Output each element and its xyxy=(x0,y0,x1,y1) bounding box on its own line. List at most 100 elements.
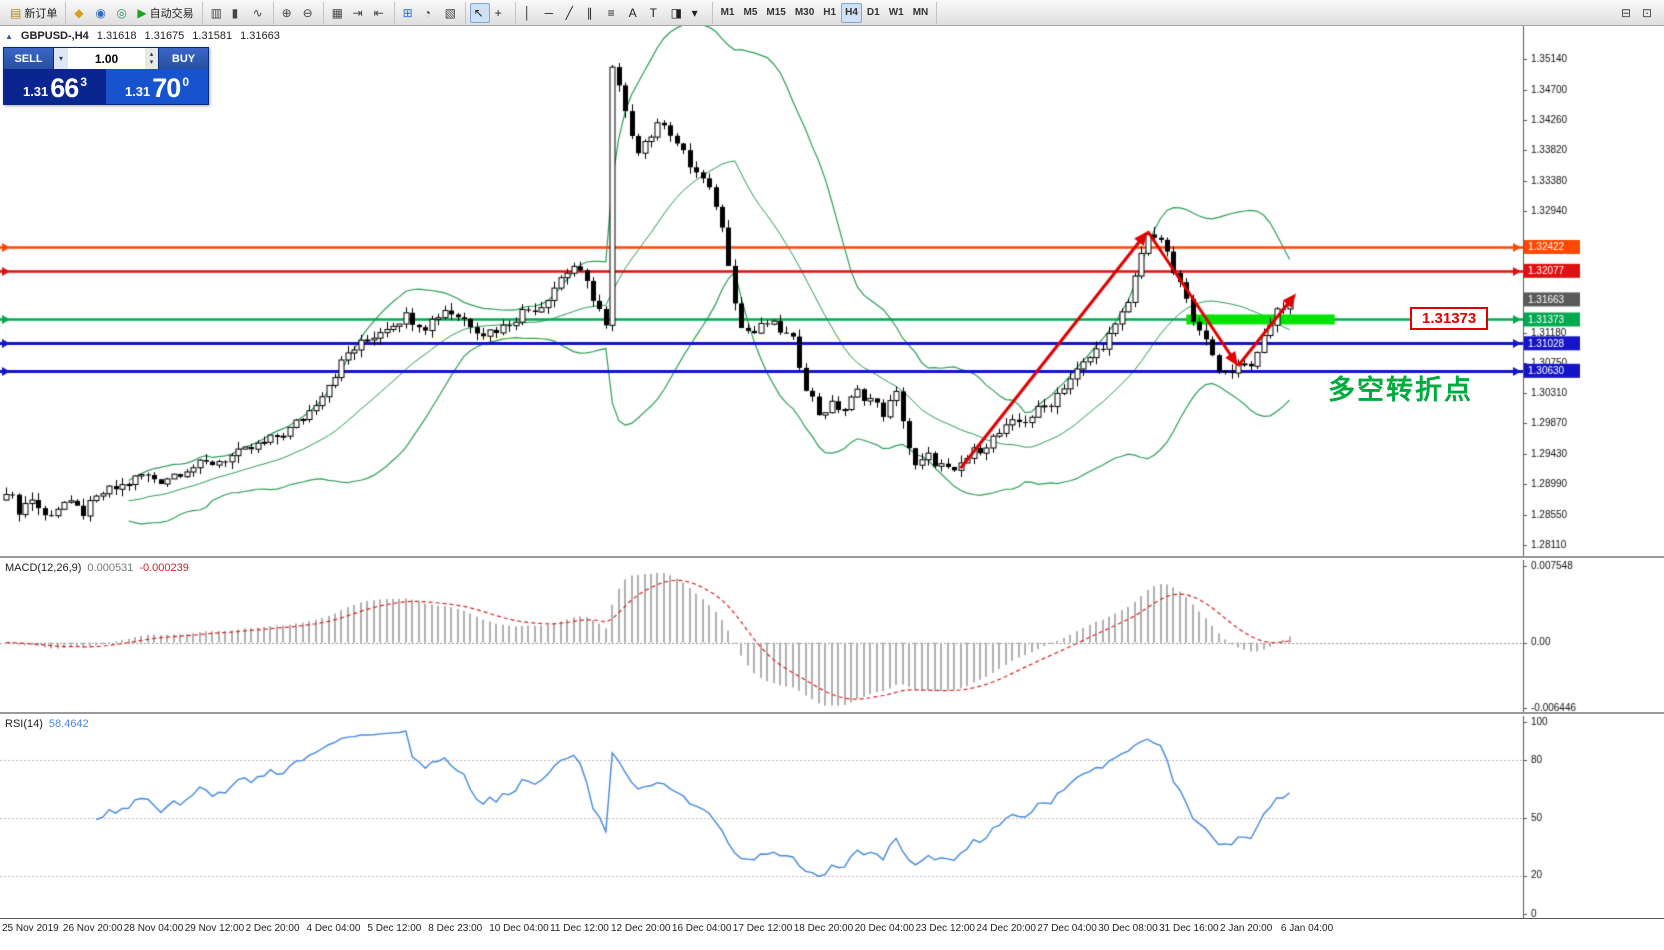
tf-m15-button[interactable]: M15 xyxy=(762,3,789,23)
order-group: ▤ 新订单 xyxy=(2,1,67,24)
macd-label: MACD(12,26,9) xyxy=(5,562,82,574)
terminal-button[interactable]: ◎ xyxy=(112,3,132,23)
auto-scroll-icon: ⇥ xyxy=(352,5,363,20)
periods-button[interactable]: ◔ xyxy=(420,3,440,23)
tf-h4-button[interactable]: H4 xyxy=(841,2,862,23)
sell-button[interactable]: SELL xyxy=(4,48,54,69)
candlestick-chart-button[interactable]: ▮ xyxy=(228,3,248,23)
arrows-button[interactable]: ◨ xyxy=(667,3,687,23)
chart-profile-button[interactable]: ⊟ xyxy=(1617,3,1637,23)
volume-dropdown-icon[interactable]: ▾ xyxy=(54,48,68,69)
horizontal-line-button[interactable]: ─ xyxy=(541,3,561,23)
time-label: 25 Nov 2019 xyxy=(2,923,59,934)
tile-windows-icon: ▦ xyxy=(331,5,343,20)
tf-m1-button[interactable]: M1 xyxy=(717,3,739,23)
tf-w1-button[interactable]: W1 xyxy=(885,3,908,23)
new-order-button[interactable]: ▤ 新订单 xyxy=(6,3,61,23)
line-chart-button[interactable]: ∿ xyxy=(249,3,269,23)
volume-stepper[interactable]: ▾ ▴▾ xyxy=(54,48,158,69)
tf-m5-button[interactable]: M5 xyxy=(739,3,761,23)
text-button[interactable]: A xyxy=(625,3,645,23)
turning-point-annotation[interactable]: 多空转折点 xyxy=(1328,375,1473,405)
tf-m30-button[interactable]: M30 xyxy=(791,3,818,23)
buy-price[interactable]: 1.31 70 0 xyxy=(106,69,208,104)
metaeditor-button[interactable]: ◆ xyxy=(70,3,90,23)
zoom-in-button[interactable]: ⊕ xyxy=(278,3,298,23)
time-label: 11 Dec 12:00 xyxy=(550,923,609,934)
arrows-icon: ◨ xyxy=(670,5,682,20)
main-toolbar: ▤ 新订单 ◆ ◉ ◎ ▶ 自动交易 ▥ ▮ ∿ ⊕ ⊖ ▦ ⇥ ⇤ ⊞ ◔ ▧ ↖ + │ ─ ╱ ∥ ≡ A T ◨ ▾ M1 M5 M1… xyxy=(0,0,1664,26)
macd-panel[interactable]: MACD(12,26,9) 0.000531 -0.000239 xyxy=(0,556,1664,714)
equidistant-channel-button[interactable]: ∥ xyxy=(583,3,603,23)
sell-price[interactable]: 1.31 66 3 xyxy=(4,69,106,104)
trade-panel-prices: 1.31 66 3 1.31 70 0 xyxy=(4,69,208,104)
rsi-label-row: RSI(14) 58.4642 xyxy=(5,718,89,730)
price-chart-panel[interactable]: ▲ GBPUSD-,H4 1.31618 1.31675 1.31581 1.3… xyxy=(0,26,1664,556)
right-tools-group: ⊟ ⊡ xyxy=(1613,2,1662,24)
buy-price-sup: 0 xyxy=(182,75,190,89)
tf-mn-button[interactable]: MN xyxy=(909,3,933,23)
bar-chart-button[interactable]: ▥ xyxy=(207,3,227,23)
bar-chart-icon: ▥ xyxy=(210,5,222,20)
macd-canvas[interactable] xyxy=(0,560,1664,714)
time-axis[interactable]: 25 Nov 2019 26 Nov 20:00 28 Nov 04:00 29 No… xyxy=(0,918,1664,950)
chart-profile-icon: ⊟ xyxy=(1621,5,1632,20)
indicators-button[interactable]: ⊞ xyxy=(399,3,419,23)
time-label: 23 Dec 12:00 xyxy=(915,923,976,934)
zoom-out-icon: ⊖ xyxy=(302,5,313,20)
buy-button[interactable]: BUY xyxy=(158,48,208,69)
time-label: 2 Dec 20:00 xyxy=(245,923,300,934)
volume-spin-buttons[interactable]: ▴ ▾ xyxy=(145,48,158,69)
time-label: 29 Nov 12:00 xyxy=(184,923,245,934)
shapes-dropdown[interactable]: ▾ xyxy=(688,3,708,23)
time-label: 27 Dec 04:00 xyxy=(1037,923,1097,934)
cursor-icon: ↖ xyxy=(473,5,484,20)
price-chart-canvas[interactable] xyxy=(0,26,1664,556)
auto-trading-button-label: 自动交易 xyxy=(149,7,194,20)
time-label: 18 Dec 20:00 xyxy=(793,923,854,934)
crosshair-button[interactable]: + xyxy=(491,3,511,23)
rsi-panel[interactable]: RSI(14) 58.4642 xyxy=(0,712,1664,920)
symbol-up-arrow-icon: ▲ xyxy=(5,31,13,41)
text-label-button[interactable]: T xyxy=(646,3,666,23)
sell-price-big: 66 xyxy=(50,73,79,103)
tf-h1-button[interactable]: H1 xyxy=(819,3,840,23)
apps-group: ◆ ◉ ◎ ▶ 自动交易 xyxy=(66,1,203,24)
symbol-period-label: GBPUSD-,H4 xyxy=(20,30,89,42)
rsi-value: 58.4642 xyxy=(48,718,89,730)
time-label: 2 Jan 20:00 xyxy=(1220,923,1273,934)
draw-group: │ ─ ╱ ∥ ≡ A T ◨ ▾ xyxy=(516,1,713,24)
time-label: 4 Dec 04:00 xyxy=(306,923,361,934)
trade-panel-top-row: SELL ▾ ▴▾ BUY xyxy=(4,48,208,69)
time-label: 16 Dec 04:00 xyxy=(671,923,732,934)
templates-button[interactable]: ▧ xyxy=(441,3,461,23)
zoom-out-button[interactable]: ⊖ xyxy=(299,3,319,23)
crosshair-icon: + xyxy=(494,5,502,20)
vertical-line-button[interactable]: │ xyxy=(520,3,540,23)
rsi-canvas[interactable] xyxy=(0,716,1664,920)
auto-trading-button[interactable]: ▶ 自动交易 xyxy=(133,3,197,23)
fibonacci-button[interactable]: ≡ xyxy=(604,3,624,23)
tf-m15-button-label: M15 xyxy=(766,7,786,18)
tile-windows-button[interactable]: ▦ xyxy=(328,3,348,23)
auto-scroll-button[interactable]: ⇥ xyxy=(349,3,369,23)
volume-input[interactable] xyxy=(68,48,145,69)
time-label: 12 Dec 20:00 xyxy=(611,923,671,934)
tf-m5-button-label: M5 xyxy=(743,7,758,18)
tf-mn-button-label: MN xyxy=(912,7,929,18)
zoom-in-icon: ⊕ xyxy=(281,5,292,20)
time-label: 5 Dec 12:00 xyxy=(367,923,422,934)
fullscreen-button[interactable]: ⊡ xyxy=(1638,3,1658,23)
time-label: 8 Dec 23:00 xyxy=(428,923,483,934)
equidistant-channel-icon: ∥ xyxy=(586,5,593,20)
market-watch-button[interactable]: ◉ xyxy=(91,3,111,23)
cursor-button[interactable]: ↖ xyxy=(469,2,490,23)
chart-type-group: ▥ ▮ ∿ xyxy=(203,1,274,24)
text-label-icon: T xyxy=(649,5,657,20)
tf-d1-button[interactable]: D1 xyxy=(863,3,884,23)
price-callout[interactable]: 1.31373 xyxy=(1410,307,1489,330)
chart-shift-button[interactable]: ⇤ xyxy=(370,3,390,23)
indicators-icon: ⊞ xyxy=(402,5,413,20)
trendline-button[interactable]: ╱ xyxy=(562,3,582,23)
